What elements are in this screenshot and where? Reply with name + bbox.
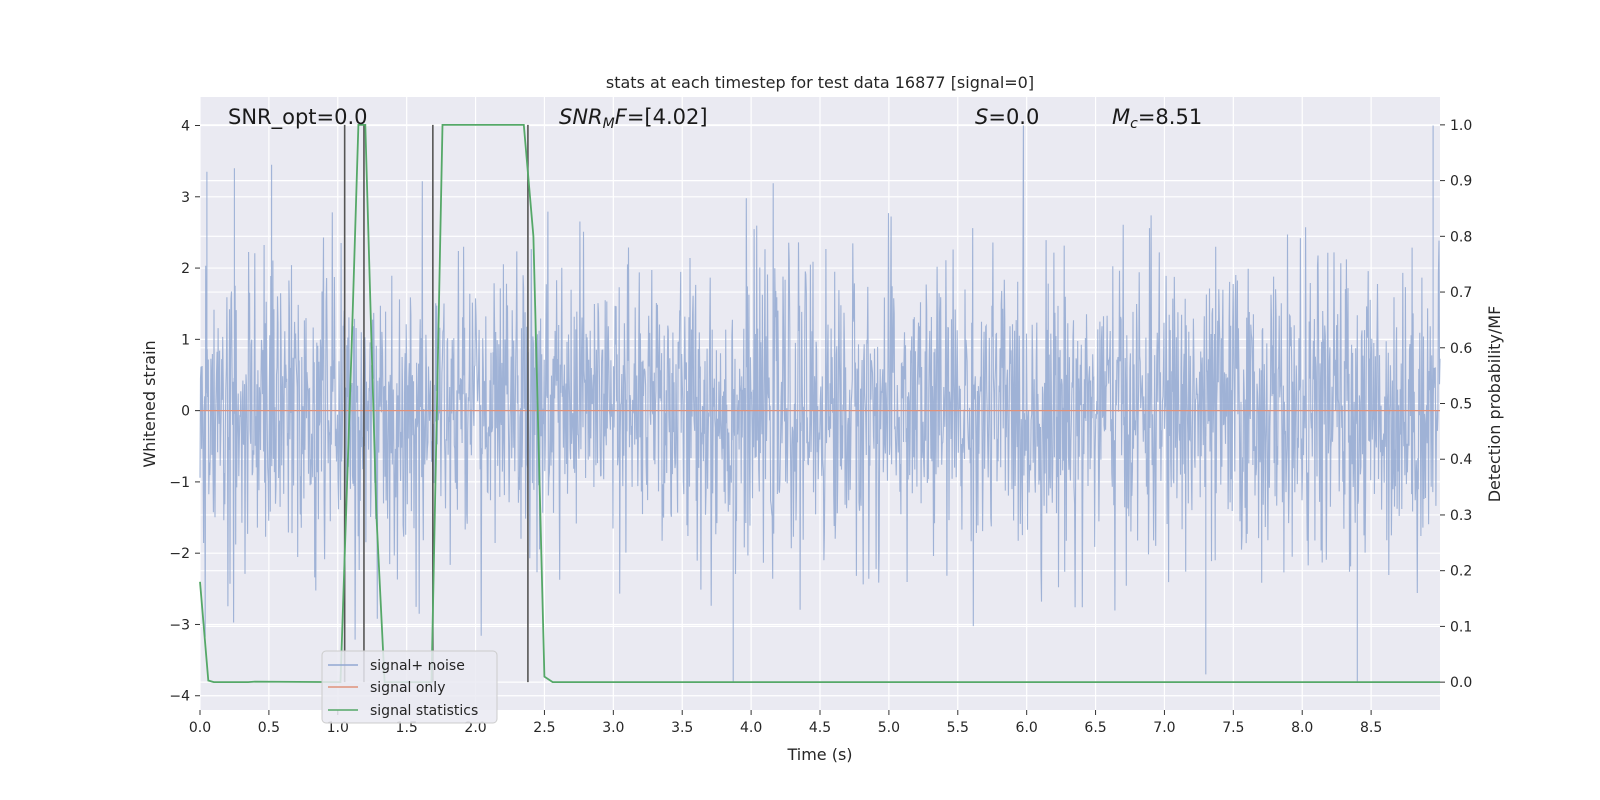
- y-tick-label: −2: [169, 546, 190, 562]
- y-right-tick-label: 0.2: [1450, 564, 1472, 580]
- x-tick-label: 8.0: [1291, 720, 1313, 736]
- y-tick-label: −3: [169, 617, 190, 633]
- x-tick-label: 4.5: [809, 720, 831, 736]
- y-right-tick-label: 0.8: [1450, 229, 1472, 245]
- x-tick-label: 6.5: [1084, 720, 1106, 736]
- y-right-tick-label: 0.1: [1450, 619, 1472, 635]
- legend-label-signal-statistics: signal statistics: [370, 703, 478, 719]
- y-axis-right-ticks: 1.0 0.9 0.8 0.7 0.6 0.5 0.4 0.3 0.2 0.1 0.0: [1440, 118, 1472, 691]
- y-tick-label: 0: [181, 404, 190, 420]
- x-axis-ticks: 0.0 0.5 1.0 1.5 2.0 2.5 3.0 3.5 4.0 4.5 5.0 5.5 6.0 6…: [189, 710, 1382, 736]
- y-tick-label: 2: [181, 261, 190, 277]
- y-right-tick-label: 0.7: [1450, 285, 1472, 301]
- y-right-tick-label: 0.3: [1450, 508, 1472, 524]
- y-right-tick-label: 0.5: [1450, 397, 1472, 413]
- x-tick-label: 5.5: [947, 720, 969, 736]
- x-tick-label: 7.0: [1153, 720, 1175, 736]
- series-signal-noise: [199, 125, 1441, 682]
- y-right-tick-label: 1.0: [1450, 118, 1472, 134]
- annotation-s: S=0.0: [975, 105, 1039, 129]
- y-right-tick-label: 0.6: [1450, 341, 1472, 357]
- legend-box: [321, 650, 498, 724]
- x-tick-label: 8.5: [1360, 720, 1382, 736]
- annotation-mc-value: =8.51: [1138, 105, 1202, 129]
- y-tick-label: 4: [181, 119, 190, 135]
- annotation-snr-mf: SNRMF=[4.02]: [559, 105, 708, 132]
- y-tick-label: −1: [169, 475, 190, 491]
- y-axis-right-label: Detection probability/MF: [1485, 306, 1504, 503]
- x-tick-label: 0.5: [258, 720, 280, 736]
- legend-label-signal-only: signal only: [370, 680, 445, 696]
- annotation-s-value: =0.0: [988, 105, 1039, 129]
- x-tick-label: 3.5: [671, 720, 693, 736]
- x-tick-label: 2.0: [464, 720, 486, 736]
- annotation-snr-mf-tail: F: [615, 105, 628, 129]
- annotation-snr-mf-value: =[4.02]: [627, 105, 708, 129]
- x-tick-label: 1.5: [396, 720, 418, 736]
- legend: signal+ noise signal only signal statist…: [321, 650, 498, 724]
- annotation-mc-symbol: M: [1112, 105, 1130, 129]
- annotation-snr-mf-symbol: SNR: [559, 105, 603, 129]
- y-tick-label: 1: [181, 332, 190, 348]
- y-axis-label: Whitened strain: [140, 340, 159, 467]
- x-tick-label: 6.0: [1016, 720, 1038, 736]
- annotation-snr-mf-sub: M: [603, 116, 615, 132]
- y-right-tick-label: 0.4: [1450, 452, 1472, 468]
- annotation-snr-opt: SNR_opt=0.0: [228, 105, 368, 130]
- annotation-mc-sub: c: [1130, 116, 1138, 132]
- annotation-s-symbol: S: [975, 105, 988, 129]
- x-tick-label: 1.0: [327, 720, 349, 736]
- x-tick-label: 3.0: [602, 720, 624, 736]
- x-tick-label: 5.0: [878, 720, 900, 736]
- series-line-signal-noise: [199, 125, 1441, 682]
- y-right-tick-label: 0.9: [1450, 174, 1472, 190]
- y-tick-label: −4: [169, 689, 190, 705]
- x-tick-label: 0.0: [189, 720, 211, 736]
- legend-label-signal-noise: signal+ noise: [370, 658, 465, 674]
- x-tick-label: 2.5: [533, 720, 555, 736]
- x-axis-label: Time (s): [786, 745, 852, 764]
- y-axis-ticks: 4 3 2 1 0 −1 −2 −3 −4: [169, 119, 200, 705]
- chart-title: stats at each timestep for test data 168…: [606, 73, 1034, 92]
- x-tick-label: 4.0: [740, 720, 762, 736]
- annotation-mc: Mc=8.51: [1112, 105, 1202, 132]
- y-right-tick-label: 0.0: [1450, 675, 1472, 691]
- x-tick-label: 7.5: [1222, 720, 1244, 736]
- y-tick-label: 3: [181, 190, 190, 206]
